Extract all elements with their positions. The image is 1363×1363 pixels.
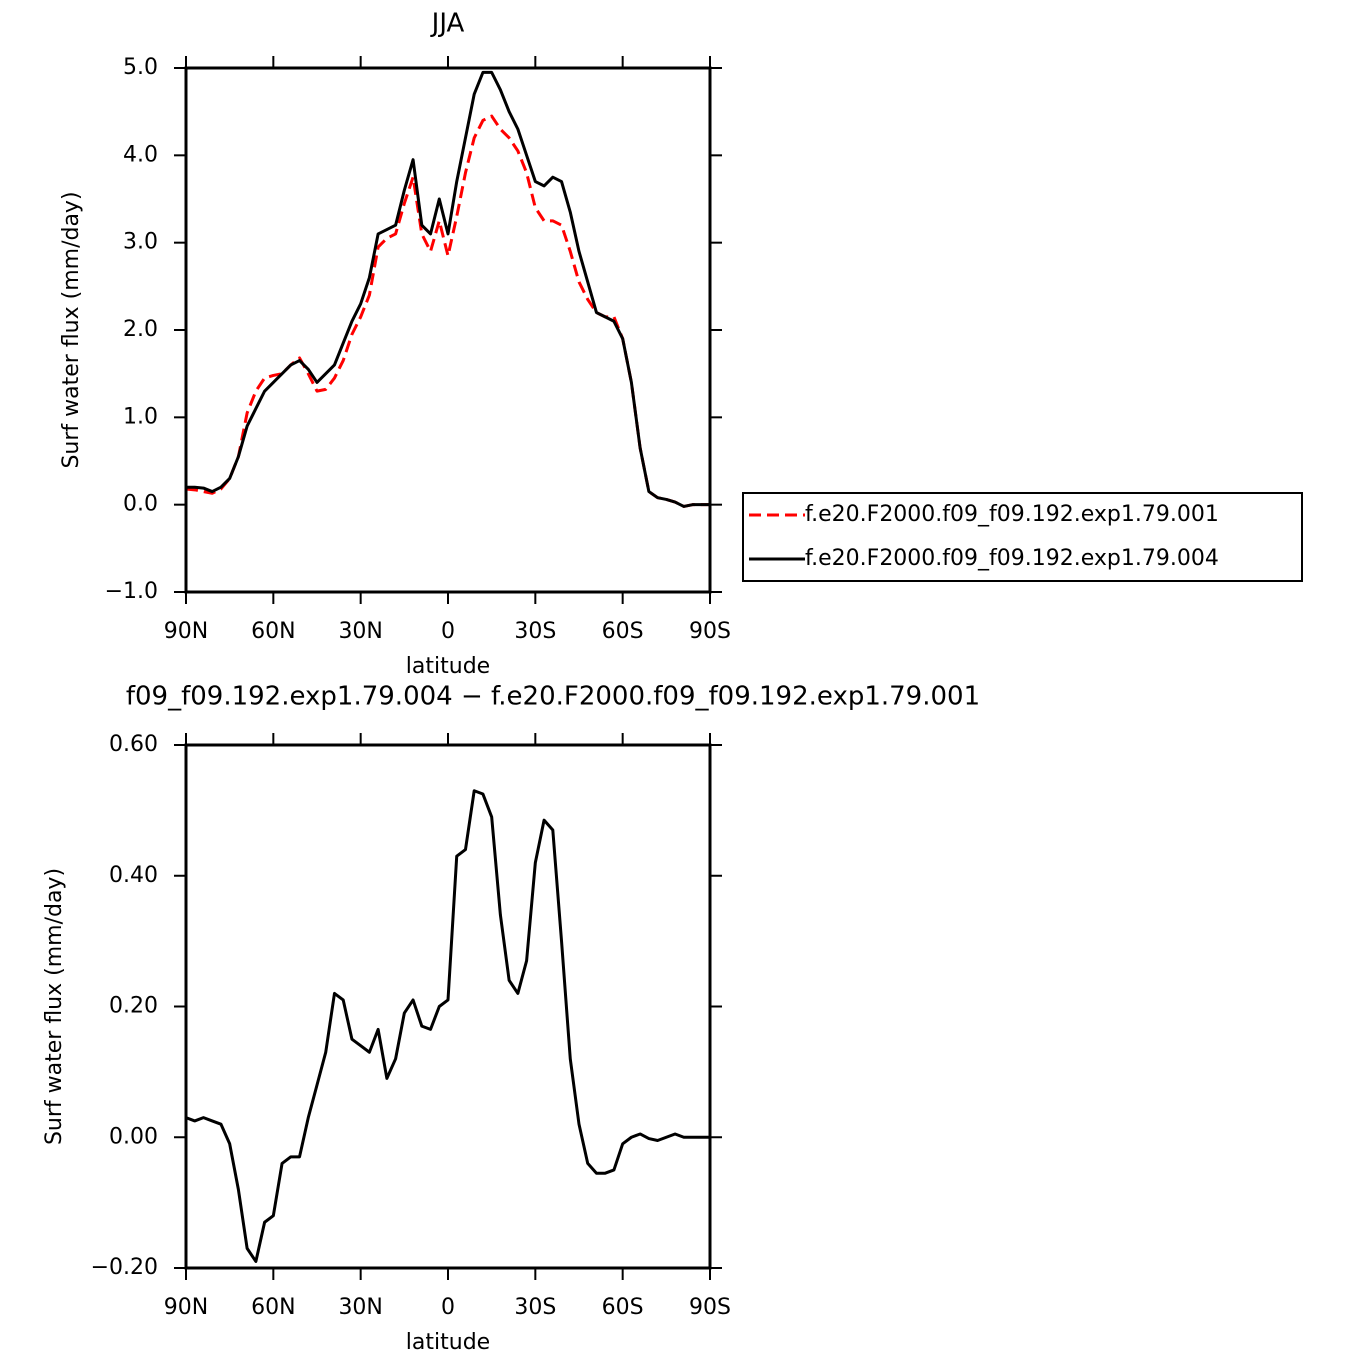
- y-tick-label: 0.0: [123, 492, 158, 517]
- x-tick-label: 90N: [164, 619, 208, 644]
- y-tick-label: 3.0: [123, 230, 158, 255]
- y-tick-label: 2.0: [123, 317, 158, 342]
- y-tick-label: 0.40: [109, 863, 158, 888]
- x-tick-label: 30N: [338, 619, 382, 644]
- plot-frame: [184, 743, 712, 1270]
- x-tick-label: 60N: [251, 1295, 295, 1320]
- data-line: [186, 70, 710, 508]
- plot-frame: [184, 66, 712, 594]
- x-axis-label: latitude: [406, 1330, 490, 1355]
- y-tick-label: −0.20: [91, 1255, 158, 1280]
- y-tick-label: 0.60: [109, 732, 158, 757]
- y-tick-label: 1.0: [123, 404, 158, 429]
- data-line: [185, 789, 710, 1263]
- x-tick-label: 30S: [514, 619, 556, 644]
- x-axis-label: latitude: [406, 654, 490, 679]
- x-tick-label: 90S: [689, 1295, 731, 1320]
- x-tick-label: 90N: [164, 1295, 208, 1320]
- x-tick-label: 30S: [514, 1295, 556, 1320]
- y-tick-label: 4.0: [123, 142, 158, 167]
- x-tick-label: 60S: [602, 619, 644, 644]
- x-tick-label: 90S: [689, 619, 731, 644]
- y-axis-label: Surf water flux (mm/day): [42, 868, 67, 1145]
- x-tick-label: 0: [441, 1295, 455, 1320]
- legend-box: [742, 492, 1303, 582]
- y-axis-label: Surf water flux (mm/day): [59, 191, 84, 468]
- x-tick-label: 60N: [251, 619, 295, 644]
- data-line: [185, 114, 710, 508]
- y-tick-label: 0.00: [109, 1124, 158, 1149]
- x-tick-label: 30N: [338, 1295, 382, 1320]
- legend-label: f.e20.F2000.f09_f09.192.exp1.79.004: [805, 546, 1219, 571]
- y-tick-label: −1.0: [105, 579, 158, 604]
- x-tick-label: 60S: [602, 1295, 644, 1320]
- y-tick-label: 5.0: [123, 55, 158, 80]
- legend-label: f.e20.F2000.f09_f09.192.exp1.79.001: [805, 502, 1219, 527]
- chart-title: f09_f09.192.exp1.79.004 − f.e20.F2000.f0…: [126, 682, 980, 712]
- x-tick-label: 0: [441, 619, 455, 644]
- y-tick-label: 0.20: [109, 994, 158, 1019]
- chart-title: JJA: [430, 9, 465, 39]
